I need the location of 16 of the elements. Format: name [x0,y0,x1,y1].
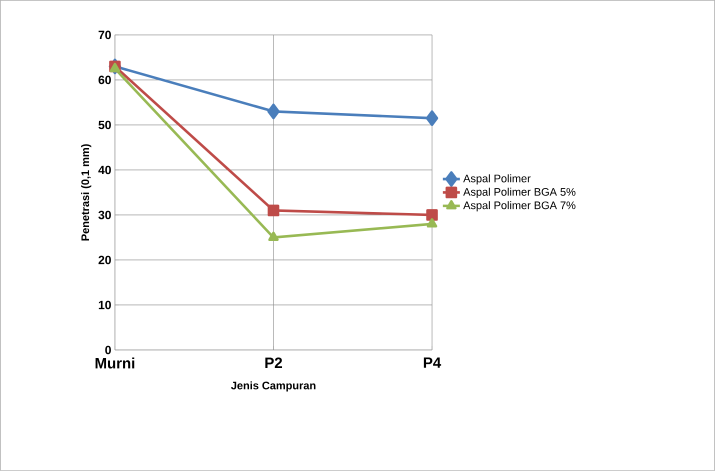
y-tick-label: 70 [98,30,111,40]
x-tick-label: Murni [96,358,134,369]
x-tick-label: P4 [424,358,442,368]
x-axis-title: Jenis Campuran [231,381,316,392]
y-tick-label: 40 [98,166,111,174]
legend-label: Aspal Polimer [463,174,531,185]
y-tick-label: 0 [105,346,111,354]
x-tick-label: P2 [265,358,282,368]
y-axis-title: Penetrasi (0,1 mm) [81,144,92,240]
y-tick-label: 20 [98,256,111,264]
y-tick-label: 10 [98,300,111,310]
y-tick-label: 50 [98,120,111,130]
legend-label: Aspal Polimer BGA 5% [463,188,576,198]
legend-label: Aspal Polimer BGA 7% [463,201,576,212]
y-tick-label: 30 [98,210,111,220]
y-tick-label: 60 [98,76,111,84]
